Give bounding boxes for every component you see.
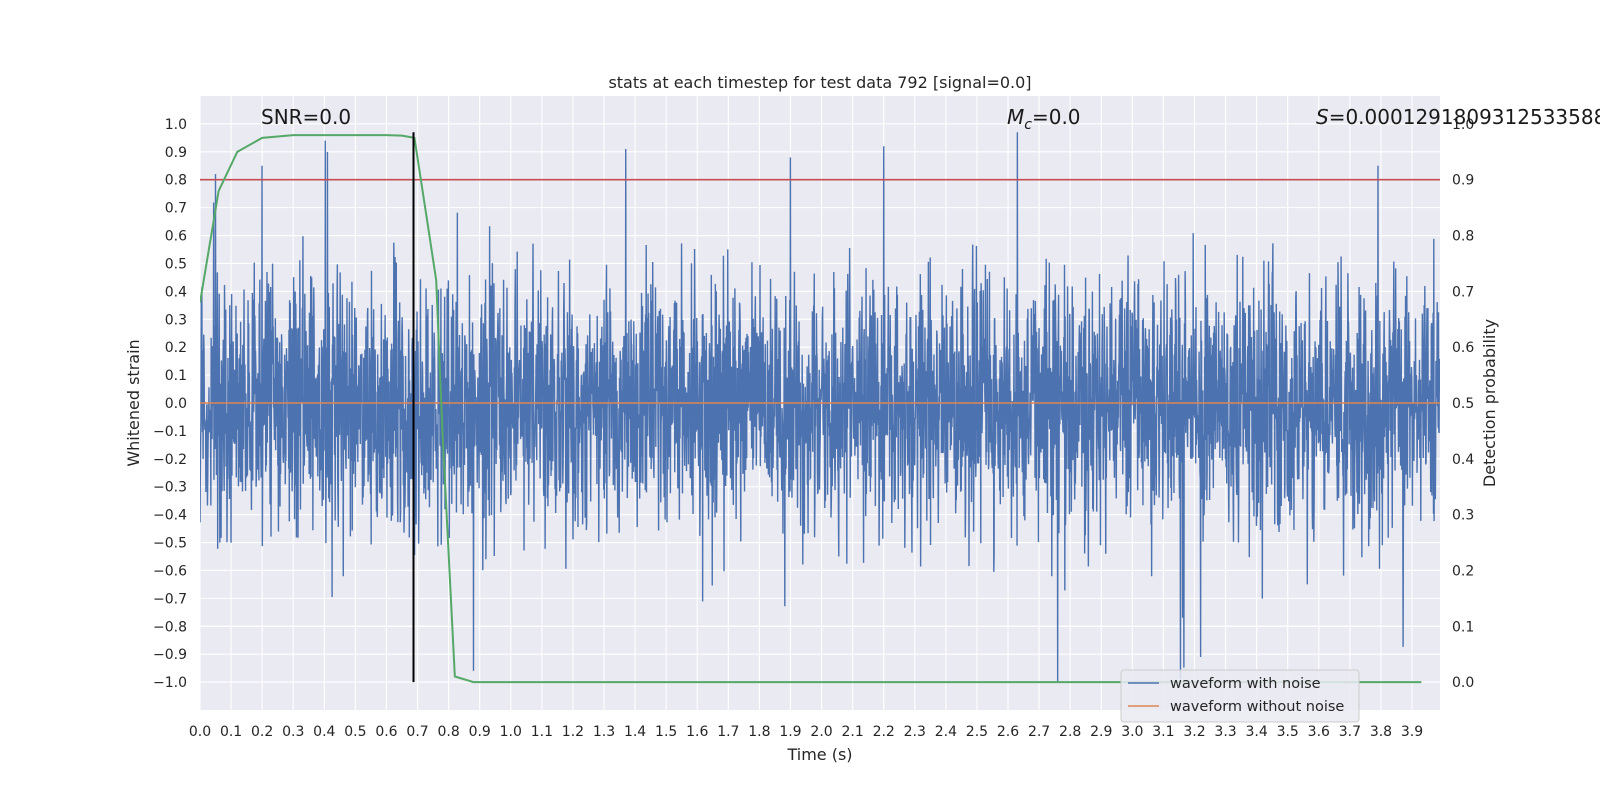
y-tick-label: −0.2 <box>153 452 187 468</box>
x-tick-label: 3.4 <box>1246 724 1268 740</box>
x-tick-label: 0.9 <box>469 724 491 740</box>
x-tick-label: 0.1 <box>220 724 242 740</box>
x-tick-label: 0.7 <box>406 724 428 740</box>
x-tick-label: 0.8 <box>437 724 459 740</box>
y-tick-label: 0.2 <box>165 340 187 356</box>
x-tick-label: 3.9 <box>1401 724 1423 740</box>
y-tick-label: −0.6 <box>153 563 187 579</box>
y-tick-label: −0.7 <box>153 591 187 607</box>
x-tick-label: 1.3 <box>593 724 615 740</box>
x-tick-label: 1.8 <box>748 724 770 740</box>
x-tick-label: 2.2 <box>873 724 895 740</box>
x-tick-label: 3.8 <box>1370 724 1392 740</box>
y-right-tick-label: 0.2 <box>1452 563 1474 579</box>
x-tick-label: 0.4 <box>313 724 335 740</box>
x-tick-label: 1.6 <box>686 724 708 740</box>
x-tick-label: 2.8 <box>1059 724 1081 740</box>
x-axis-label: Time (s) <box>786 745 852 764</box>
y-tick-label: 0.9 <box>165 145 187 161</box>
legend-box <box>1120 669 1360 723</box>
y-right-tick-label: 0.7 <box>1452 284 1474 300</box>
y-right-tick-label: 1.0 <box>1452 117 1474 133</box>
x-tick-label: 1.4 <box>624 724 646 740</box>
y-right-tick-label: 0.6 <box>1452 340 1474 356</box>
y-right-tick-label: 0.4 <box>1452 452 1474 468</box>
y-tick-label: 0.5 <box>165 256 187 272</box>
x-tick-label: 1.2 <box>562 724 584 740</box>
x-tick-label: 1.5 <box>655 724 677 740</box>
snr-annotation: SNR=0.0 <box>261 105 351 129</box>
x-tick-label: 3.5 <box>1277 724 1299 740</box>
x-tick-label: 2.4 <box>935 724 957 740</box>
y-axis-right-label: Detection probability <box>1480 319 1499 487</box>
chirp-mass-annotation: Mc=0.0 <box>1007 105 1081 133</box>
x-tick-label: 2.3 <box>904 724 926 740</box>
y-axis-label: Whitened strain <box>124 339 143 466</box>
y-right-tick-label: 0.0 <box>1452 675 1474 691</box>
x-tick-label: 2.5 <box>966 724 988 740</box>
x-tick-label: 0.2 <box>251 724 273 740</box>
y-tick-label: 0.7 <box>165 201 187 217</box>
y-tick-label: −0.5 <box>153 536 187 552</box>
x-tick-label: 0.3 <box>282 724 304 740</box>
x-tick-label: 0.5 <box>344 724 366 740</box>
y-tick-label: 0.4 <box>165 284 187 300</box>
y-tick-label: −0.8 <box>153 619 187 635</box>
x-tick-label: 3.3 <box>1214 724 1236 740</box>
y-tick-label: −0.9 <box>153 647 187 663</box>
x-tick-label: 2.6 <box>997 724 1019 740</box>
x-tick-label: 3.1 <box>1152 724 1174 740</box>
legend: waveform with noise waveform without noi… <box>1120 669 1360 723</box>
x-tick-label: 2.0 <box>810 724 832 740</box>
x-tick-label: 1.7 <box>717 724 739 740</box>
x-tick-label: 1.9 <box>779 724 801 740</box>
s-annotation: S=0.0001291809312533588 <box>1316 105 1600 129</box>
y-right-tick-label: 0.5 <box>1452 396 1474 412</box>
x-tick-label: 0.0 <box>189 724 211 740</box>
x-tick-label: 0.6 <box>375 724 397 740</box>
y-tick-label: −0.4 <box>153 508 187 524</box>
y-tick-label: −0.3 <box>153 480 187 496</box>
series-group <box>200 132 1440 684</box>
legend-label-noise: waveform with noise <box>1170 676 1321 692</box>
x-tick-label: 1.1 <box>531 724 553 740</box>
x-tick-label: 3.0 <box>1121 724 1143 740</box>
y-tick-label: 0.3 <box>165 312 187 328</box>
y-axis-right-ticks: 1.0 0.9 0.8 0.7 0.6 0.5 0.4 0.3 0.2 0.1 0.0 <box>1452 117 1474 691</box>
y-tick-label: −1.0 <box>153 675 187 691</box>
y-right-tick-label: 0.9 <box>1452 173 1474 189</box>
x-tick-label: 1.0 <box>500 724 522 740</box>
series-layer <box>200 132 1440 684</box>
y-tick-label: 0.0 <box>165 396 187 412</box>
y-tick-label: 0.6 <box>165 229 187 245</box>
x-axis-ticks: 0.0 0.1 0.2 0.3 0.4 0.5 0.6 0.7 0.8 0.9 1.0 1.1 1.2 1… <box>189 724 1423 740</box>
y-tick-label: −0.1 <box>153 424 187 440</box>
y-right-tick-label: 0.1 <box>1452 619 1474 635</box>
x-tick-label: 3.6 <box>1308 724 1330 740</box>
y-tick-label: 0.1 <box>165 368 187 384</box>
series-waveform-with-noise <box>200 132 1440 683</box>
x-tick-label: 3.2 <box>1183 724 1205 740</box>
x-tick-label: 2.1 <box>841 724 863 740</box>
x-tick-label: 2.7 <box>1028 724 1050 740</box>
y-axis-ticks: 1.0 0.9 0.8 0.7 0.6 0.5 0.4 0.3 0.2 0.1 0.0 −0.1 −0.… <box>153 117 187 691</box>
y-right-tick-label: 0.8 <box>1452 229 1474 245</box>
y-tick-label: 0.8 <box>165 173 187 189</box>
legend-label-clean: waveform without noise <box>1170 699 1344 715</box>
y-right-tick-label: 0.3 <box>1452 508 1474 524</box>
series-detection-probability <box>200 134 1422 684</box>
chart-title: stats at each timestep for test data 792… <box>608 73 1031 92</box>
y-tick-label: 1.0 <box>165 117 187 133</box>
x-tick-label: 2.9 <box>1090 724 1112 740</box>
x-tick-label: 3.7 <box>1339 724 1361 740</box>
